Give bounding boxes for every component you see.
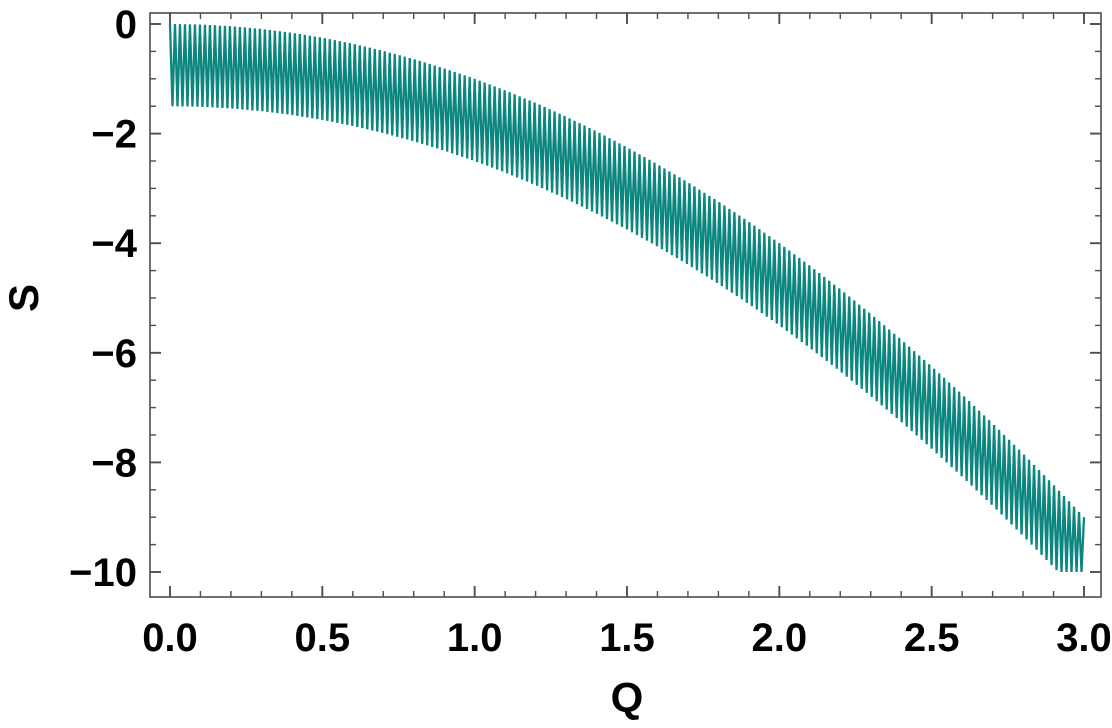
oscillating-band-curve — [168, 23, 1086, 573]
x-tick-label: 1.5 — [599, 616, 655, 660]
x-axis-label: Q — [611, 674, 644, 721]
x-tick-label: 0.5 — [294, 616, 350, 660]
x-tick-label: 0.0 — [142, 616, 198, 660]
y-tick-label: −6 — [91, 332, 137, 376]
plot-frame — [149, 12, 1102, 598]
x-tick-label: 1.0 — [447, 616, 503, 660]
y-tick-label: −8 — [91, 441, 137, 485]
y-tick-label: −4 — [91, 222, 137, 266]
y-tick-label: −2 — [91, 113, 137, 157]
x-tick-label: 3.0 — [1056, 616, 1112, 660]
y-tick-label: −10 — [69, 551, 137, 595]
x-tick-label: 2.0 — [751, 616, 807, 660]
x-tick-label: 2.5 — [904, 616, 960, 660]
y-tick-label: 0 — [115, 3, 137, 47]
y-axis-label: S — [0, 284, 47, 312]
